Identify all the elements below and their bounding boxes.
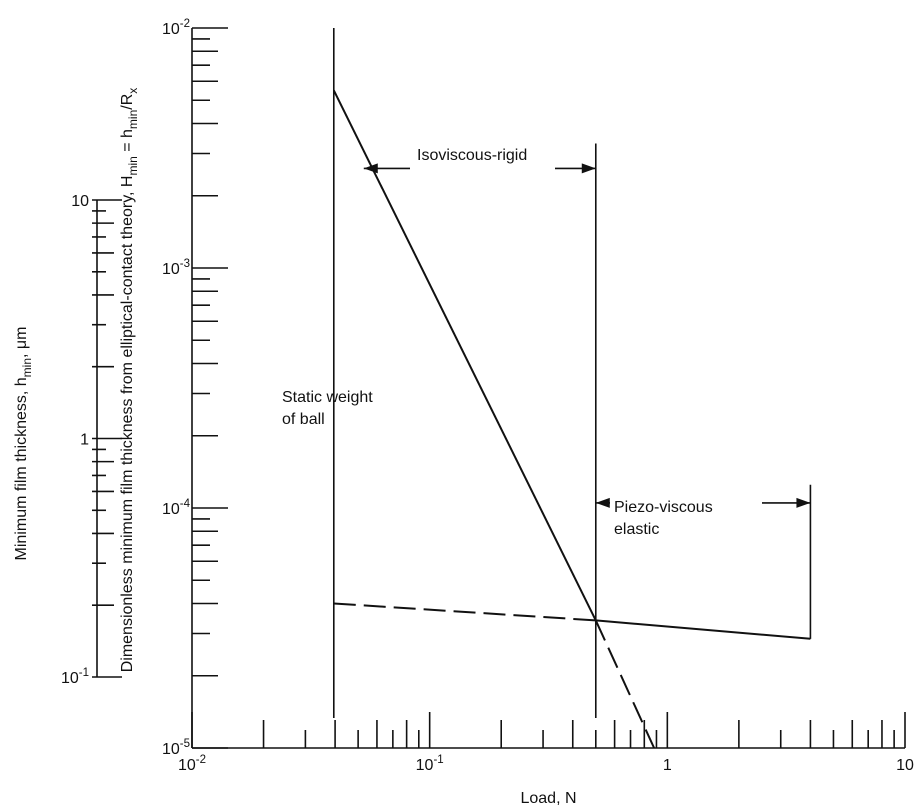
series-line-1 [595,619,811,640]
x-tick-label: 10-2 [178,754,206,774]
y2-axis-title: Minimum film thickness, hmin, μm [13,327,34,561]
y2-tick-label: 10-1 [61,667,89,687]
series-group [332,28,812,749]
y2-tick-label: 1 [80,432,89,449]
series-line-2 [333,602,596,622]
y-tick-label: 10-2 [162,18,190,38]
piezo-arrow-left-head [595,497,610,508]
annotations: Static weight of ball Isoviscous-rigid P… [282,147,811,538]
y-tick-label: 10-4 [162,498,191,518]
y-tick-label: 10-3 [162,258,190,278]
axes: 10-2 10-1 1 10 Load, N 10-2 10-3 10-4 10-5 Dimens… [13,18,914,807]
piezo-viscous-label-line1: Piezo-viscous [614,499,713,516]
y-tick-label: 10-5 [162,738,190,758]
x-axis-title: Load, N [520,790,576,807]
isoviscous-rigid-label: Isoviscous-rigid [417,147,527,164]
y2-tick-label: 10 [71,193,89,210]
x-tick-label: 10-1 [416,754,444,774]
series-line-3 [594,619,656,749]
static-weight-label-line1: Static weight [282,389,373,406]
series-line-0 [332,89,597,621]
isoviscous-arrow-right-head [581,163,596,174]
static-weight-label-line2: of ball [282,411,325,428]
y-axis-title: Dimensionless minimum film thickness fro… [119,88,140,673]
piezo-arrow-right-head [796,497,811,508]
isoviscous-arrow-left-head [363,163,378,174]
x-tick-label: 10 [896,757,914,774]
piezo-viscous-label-line2: elastic [614,521,659,538]
x-tick-label: 1 [663,757,672,774]
